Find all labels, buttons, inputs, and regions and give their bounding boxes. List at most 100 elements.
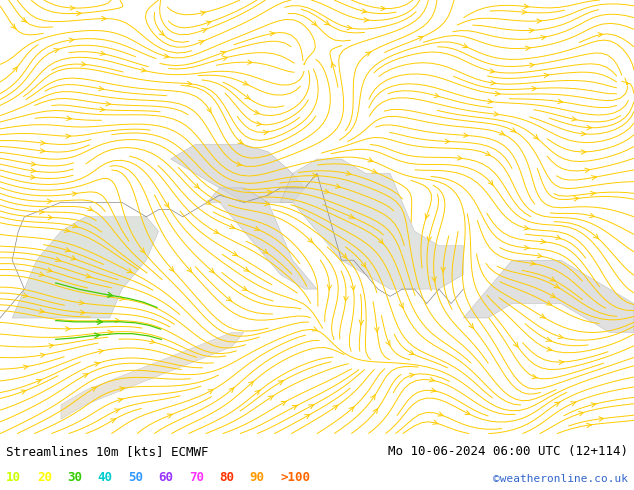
FancyArrowPatch shape bbox=[510, 128, 516, 132]
FancyArrowPatch shape bbox=[187, 268, 192, 272]
FancyArrowPatch shape bbox=[457, 156, 462, 160]
FancyArrowPatch shape bbox=[598, 32, 603, 37]
Text: 50: 50 bbox=[128, 471, 143, 484]
FancyArrowPatch shape bbox=[243, 267, 249, 271]
FancyArrowPatch shape bbox=[559, 360, 564, 365]
FancyArrowPatch shape bbox=[399, 303, 403, 309]
FancyArrowPatch shape bbox=[349, 407, 354, 412]
FancyArrowPatch shape bbox=[342, 253, 347, 259]
FancyArrowPatch shape bbox=[359, 320, 363, 325]
FancyArrowPatch shape bbox=[281, 401, 286, 405]
Text: 30: 30 bbox=[67, 471, 82, 484]
FancyArrowPatch shape bbox=[488, 180, 493, 186]
FancyArrowPatch shape bbox=[308, 238, 313, 243]
FancyArrowPatch shape bbox=[309, 405, 314, 409]
FancyArrowPatch shape bbox=[254, 110, 259, 114]
FancyArrowPatch shape bbox=[66, 134, 70, 139]
FancyArrowPatch shape bbox=[249, 381, 254, 386]
FancyArrowPatch shape bbox=[269, 31, 275, 36]
FancyArrowPatch shape bbox=[169, 267, 174, 272]
FancyArrowPatch shape bbox=[262, 249, 268, 254]
FancyArrowPatch shape bbox=[371, 394, 375, 400]
FancyArrowPatch shape bbox=[115, 318, 120, 323]
FancyArrowPatch shape bbox=[41, 141, 45, 145]
FancyArrowPatch shape bbox=[325, 21, 330, 25]
FancyArrowPatch shape bbox=[541, 36, 546, 40]
FancyArrowPatch shape bbox=[117, 398, 122, 402]
Polygon shape bbox=[280, 159, 463, 289]
FancyArrowPatch shape bbox=[36, 380, 41, 384]
Text: 60: 60 bbox=[158, 471, 174, 484]
FancyArrowPatch shape bbox=[312, 21, 317, 26]
FancyArrowPatch shape bbox=[585, 168, 590, 172]
FancyArrowPatch shape bbox=[313, 173, 317, 178]
FancyArrowPatch shape bbox=[263, 130, 268, 135]
FancyArrowPatch shape bbox=[427, 236, 432, 242]
FancyArrowPatch shape bbox=[344, 296, 348, 302]
FancyArrowPatch shape bbox=[254, 226, 259, 230]
FancyArrowPatch shape bbox=[434, 93, 439, 98]
Polygon shape bbox=[12, 217, 158, 318]
FancyArrowPatch shape bbox=[368, 158, 373, 162]
FancyArrowPatch shape bbox=[65, 327, 70, 331]
FancyArrowPatch shape bbox=[544, 73, 548, 77]
FancyArrowPatch shape bbox=[30, 175, 36, 179]
FancyArrowPatch shape bbox=[485, 151, 491, 156]
FancyArrowPatch shape bbox=[494, 112, 499, 116]
FancyArrowPatch shape bbox=[30, 169, 36, 173]
FancyArrowPatch shape bbox=[106, 101, 110, 106]
FancyArrowPatch shape bbox=[236, 162, 242, 166]
FancyArrowPatch shape bbox=[537, 253, 542, 258]
FancyArrowPatch shape bbox=[490, 69, 495, 73]
FancyArrowPatch shape bbox=[267, 190, 272, 195]
FancyArrowPatch shape bbox=[540, 314, 545, 318]
FancyArrowPatch shape bbox=[488, 99, 493, 103]
FancyArrowPatch shape bbox=[55, 257, 60, 262]
FancyArrowPatch shape bbox=[431, 388, 436, 392]
FancyArrowPatch shape bbox=[65, 247, 70, 252]
FancyArrowPatch shape bbox=[83, 374, 88, 378]
FancyArrowPatch shape bbox=[529, 63, 534, 68]
Text: 20: 20 bbox=[37, 471, 52, 484]
FancyArrowPatch shape bbox=[94, 362, 100, 367]
Text: >100: >100 bbox=[280, 471, 310, 484]
FancyArrowPatch shape bbox=[209, 268, 214, 273]
FancyArrowPatch shape bbox=[331, 62, 335, 68]
FancyArrowPatch shape bbox=[554, 284, 559, 288]
FancyArrowPatch shape bbox=[167, 414, 172, 418]
FancyArrowPatch shape bbox=[39, 309, 44, 313]
FancyArrowPatch shape bbox=[120, 387, 124, 391]
FancyArrowPatch shape bbox=[208, 390, 213, 394]
FancyArrowPatch shape bbox=[533, 134, 538, 140]
FancyArrowPatch shape bbox=[69, 38, 74, 42]
FancyArrowPatch shape bbox=[378, 239, 384, 244]
FancyArrowPatch shape bbox=[373, 408, 378, 414]
FancyArrowPatch shape bbox=[39, 210, 44, 214]
FancyArrowPatch shape bbox=[558, 99, 562, 103]
FancyArrowPatch shape bbox=[140, 248, 145, 253]
FancyArrowPatch shape bbox=[578, 412, 583, 416]
FancyArrowPatch shape bbox=[22, 18, 27, 22]
Text: Streamlines 10m [kts] ECMWF: Streamlines 10m [kts] ECMWF bbox=[6, 445, 209, 458]
FancyArrowPatch shape bbox=[70, 6, 75, 10]
FancyArrowPatch shape bbox=[200, 11, 205, 15]
FancyArrowPatch shape bbox=[532, 86, 536, 91]
Text: 70: 70 bbox=[189, 471, 204, 484]
FancyArrowPatch shape bbox=[381, 6, 385, 11]
FancyArrowPatch shape bbox=[202, 28, 207, 33]
FancyArrowPatch shape bbox=[91, 387, 96, 391]
FancyArrowPatch shape bbox=[87, 206, 93, 211]
FancyArrowPatch shape bbox=[268, 396, 273, 400]
FancyArrowPatch shape bbox=[49, 343, 54, 348]
FancyArrowPatch shape bbox=[537, 19, 541, 24]
FancyArrowPatch shape bbox=[586, 423, 592, 428]
FancyArrowPatch shape bbox=[76, 11, 81, 16]
FancyArrowPatch shape bbox=[67, 116, 72, 121]
FancyArrowPatch shape bbox=[463, 44, 468, 48]
FancyArrowPatch shape bbox=[445, 139, 450, 144]
FancyArrowPatch shape bbox=[79, 300, 84, 305]
FancyArrowPatch shape bbox=[514, 342, 519, 347]
FancyArrowPatch shape bbox=[463, 133, 469, 137]
FancyArrowPatch shape bbox=[223, 56, 228, 61]
FancyArrowPatch shape bbox=[13, 67, 18, 72]
